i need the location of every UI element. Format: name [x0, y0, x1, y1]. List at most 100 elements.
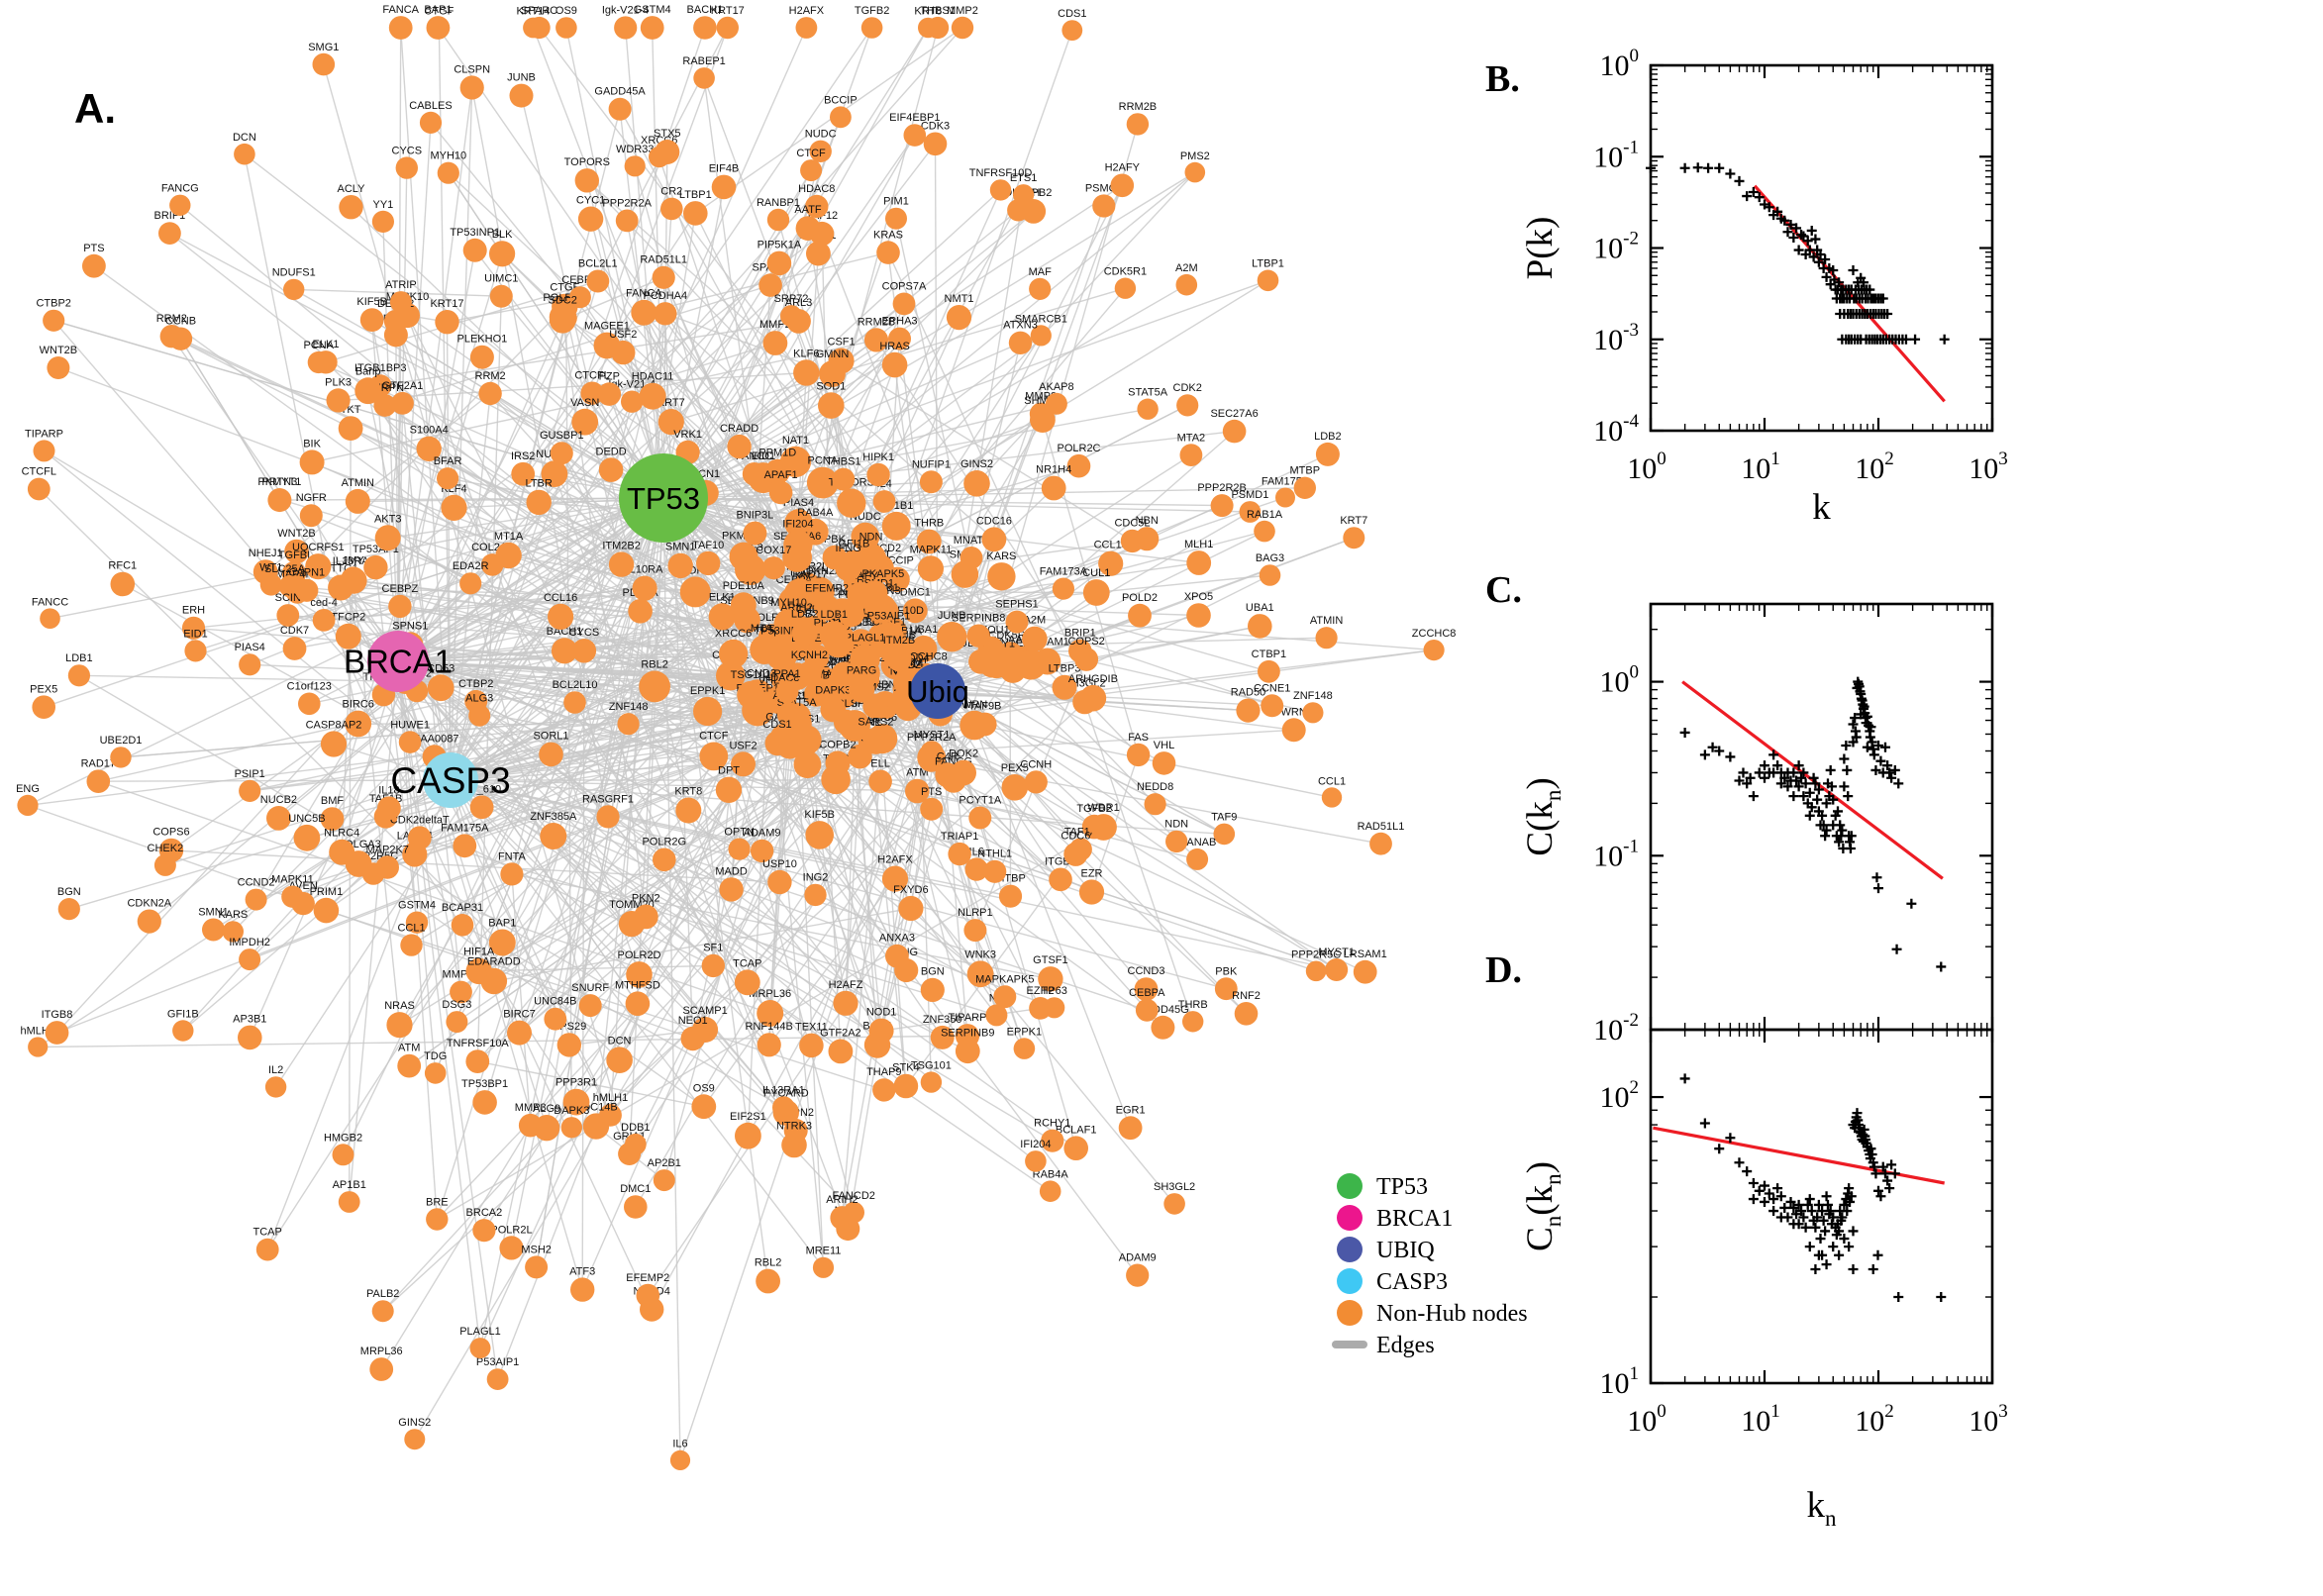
gene-node	[568, 286, 591, 309]
gene-node-label: IFI204	[782, 518, 813, 530]
gene-node-label: WRN	[961, 699, 987, 711]
network-edge	[625, 27, 664, 499]
data-point	[1714, 1144, 1725, 1154]
gene-node	[398, 731, 422, 753]
gene-node-label: PZP	[599, 370, 620, 382]
gene-node	[791, 620, 818, 647]
gene-node	[172, 1020, 194, 1042]
gene-node	[281, 885, 304, 908]
legend-label: Non-Hub nodes	[1376, 1301, 1528, 1327]
gene-node-label: MAPK11	[271, 874, 314, 886]
gene-node-label: TIPARP	[949, 1012, 987, 1024]
gene-node	[847, 581, 874, 610]
gene-node	[693, 16, 717, 40]
gene-node-label: PIAS4	[783, 497, 814, 509]
gene-node-label: POLR2D	[617, 949, 660, 961]
gene-node-label: WT1	[259, 561, 282, 573]
gene-node-label: BGN	[921, 966, 945, 978]
data-point	[1879, 1168, 1890, 1179]
gene-node	[806, 241, 831, 266]
gene-node	[701, 953, 725, 978]
data-point	[1862, 711, 1872, 722]
gene-node	[1213, 823, 1236, 846]
data-point	[1815, 1234, 1826, 1245]
gene-node	[462, 238, 487, 262]
gene-node-label: CDK2deltaT	[390, 814, 450, 826]
gene-node	[831, 661, 858, 689]
gene-node	[696, 550, 721, 576]
gene-node	[1078, 879, 1105, 905]
gene-node	[1044, 997, 1065, 1019]
data-point	[1848, 265, 1859, 276]
gene-node	[1013, 184, 1035, 206]
network-edge	[450, 27, 929, 781]
network-edge	[398, 135, 916, 1026]
gene-node	[1302, 702, 1324, 724]
gene-node-label: JUNB	[938, 610, 966, 622]
legend-dot-icon	[1337, 1237, 1363, 1262]
gene-node	[832, 467, 856, 491]
gene-node-label: CTCF	[796, 148, 826, 159]
data-point	[1875, 1191, 1886, 1202]
gene-node	[762, 331, 788, 355]
data-point	[1882, 760, 1893, 771]
gene-node-label: SMN1	[665, 542, 696, 553]
gene-node	[819, 360, 846, 387]
gene-node-label: HDAC8	[798, 183, 835, 195]
gene-node-label: EPPK1	[1007, 1026, 1042, 1038]
gene-node	[283, 278, 305, 301]
legend-label: CASP3	[1376, 1269, 1448, 1295]
data-point	[1882, 1175, 1893, 1186]
gene-node-label: hMLH1	[593, 1092, 628, 1104]
data-point	[1798, 791, 1809, 802]
gene-node-label: IFI204	[1020, 1139, 1051, 1150]
gene-node-label: DMC1	[900, 586, 931, 598]
gene-node	[43, 309, 65, 332]
gene-node-label: CDKN2A	[127, 898, 171, 910]
fit-line	[1653, 1126, 1945, 1185]
gene-node	[764, 731, 790, 756]
gene-node-label: ced-4	[310, 597, 338, 609]
gene-node	[1025, 1150, 1047, 1172]
gene-node	[927, 16, 950, 40]
gene-node	[660, 197, 683, 221]
data-point	[1900, 334, 1911, 345]
gene-node	[868, 1018, 894, 1044]
gene-node	[395, 156, 418, 179]
gene-node	[478, 381, 502, 406]
gene-node	[489, 284, 513, 308]
gene-node	[946, 305, 972, 331]
gene-node	[963, 470, 990, 497]
gene-node-label: EZH2	[1027, 985, 1055, 997]
x-axis-title: k	[1812, 487, 1831, 528]
network-edge	[182, 497, 664, 1032]
gene-node-label: BAG3	[1256, 552, 1284, 564]
data-point	[1779, 1202, 1790, 1213]
gene-node-label: CDS1	[1058, 8, 1086, 20]
gene-node-label: RAD17	[81, 757, 116, 769]
gene-node-label: EZR	[1081, 867, 1103, 879]
network-edge	[414, 678, 865, 1441]
gene-node	[386, 1012, 413, 1039]
hub-label-brca1: BRCA1	[344, 644, 453, 680]
network-edge	[397, 660, 631, 1154]
gene-node-label: SEC27A6	[1210, 408, 1258, 420]
gene-node-label: HUWE1	[390, 719, 430, 731]
data-point	[1886, 772, 1897, 783]
gene-node	[1098, 550, 1124, 576]
data-point	[1820, 254, 1831, 265]
gene-node	[363, 554, 388, 580]
gene-node	[764, 458, 790, 485]
gene-node	[716, 660, 746, 691]
x-tick-label: 103	[1969, 449, 2008, 485]
data-point	[1806, 225, 1817, 236]
gene-node-label: BAP1	[424, 4, 452, 16]
gene-node	[598, 457, 624, 482]
gene-node-label: GANAB	[1178, 837, 1217, 848]
hub-label-tp53: TP53	[627, 481, 700, 516]
gene-node-label: MADD	[715, 865, 747, 877]
gene-node-label: CCND2	[238, 877, 275, 889]
gene-node-label: FXYD6	[893, 884, 928, 896]
data-point	[1793, 781, 1804, 792]
gene-node	[693, 67, 715, 89]
